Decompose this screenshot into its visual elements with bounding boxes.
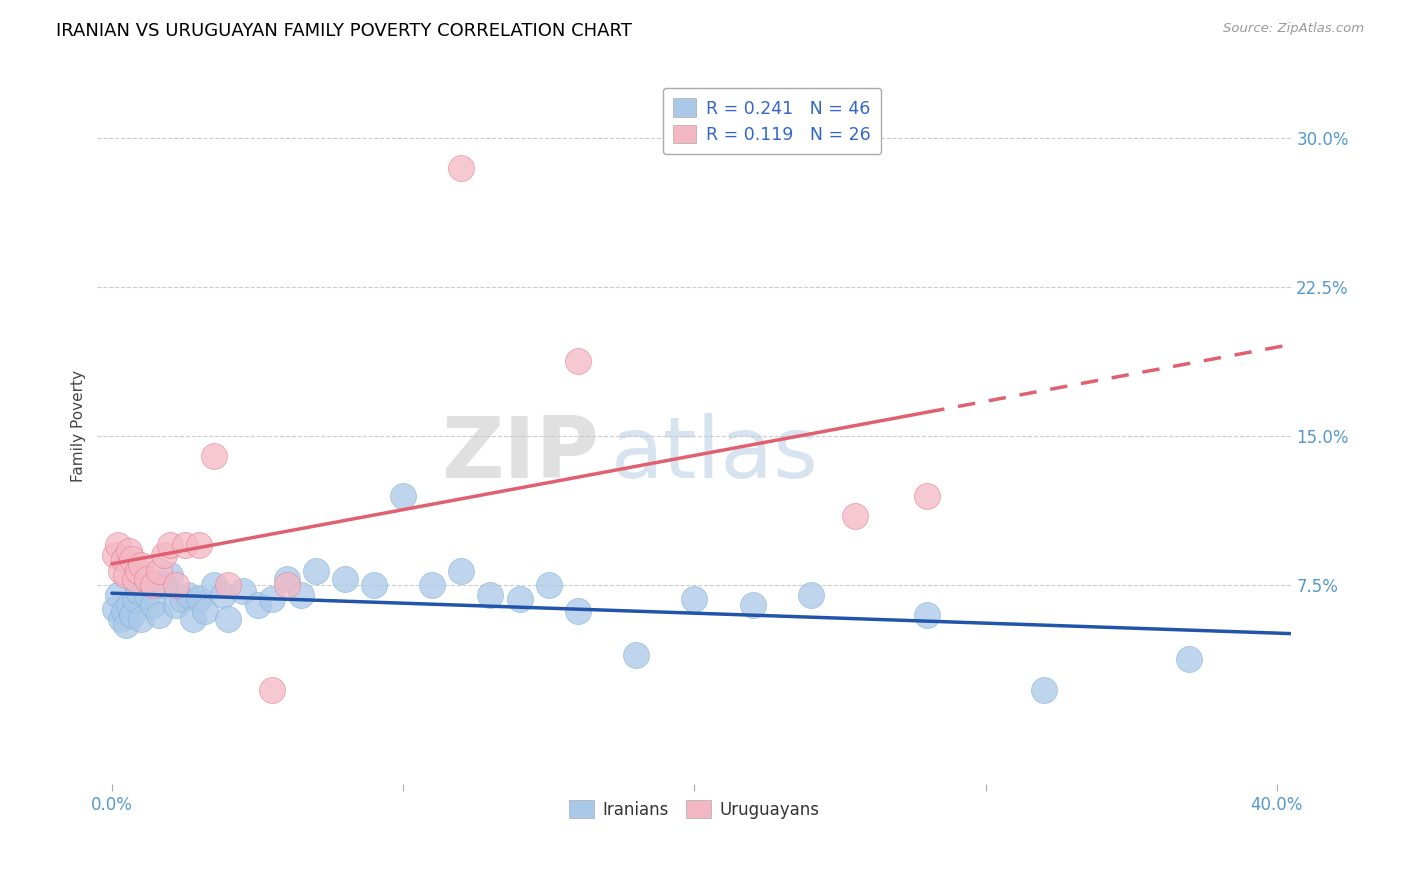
Point [844, 508, 866, 523]
Point [129, 612, 152, 626]
Point [217, 578, 239, 592]
Point [741, 598, 763, 612]
Point [188, 538, 211, 552]
Point [276, 572, 298, 586]
Point [683, 591, 706, 606]
Point [194, 604, 217, 618]
Point [246, 598, 269, 612]
Point [159, 538, 181, 552]
Point [1178, 651, 1201, 665]
Point [165, 578, 187, 592]
Text: ZIP: ZIP [441, 413, 599, 496]
Text: atlas: atlas [610, 413, 818, 496]
Point [135, 588, 157, 602]
Point [121, 607, 143, 622]
Point [305, 564, 328, 578]
Y-axis label: Family Poverty: Family Poverty [72, 370, 86, 483]
Point [290, 588, 312, 602]
Point [202, 449, 225, 463]
Point [420, 578, 443, 592]
Point [917, 607, 939, 622]
Point [211, 588, 233, 602]
Point [537, 578, 560, 592]
Point [124, 591, 146, 606]
Point [129, 558, 152, 573]
Point [142, 578, 165, 592]
Text: IRANIAN VS URUGUAYAN FAMILY POVERTY CORRELATION CHART: IRANIAN VS URUGUAYAN FAMILY POVERTY CORR… [56, 22, 633, 40]
Point [800, 588, 823, 602]
Point [567, 353, 589, 368]
Point [170, 591, 193, 606]
Point [363, 578, 385, 592]
Point [127, 584, 149, 599]
Point [392, 489, 415, 503]
Point [124, 572, 146, 586]
Point [148, 607, 170, 622]
Point [107, 588, 129, 602]
Point [188, 591, 211, 606]
Point [153, 548, 176, 562]
Point [104, 602, 127, 616]
Point [624, 648, 647, 662]
Point [112, 604, 135, 618]
Text: Source: ZipAtlas.com: Source: ZipAtlas.com [1223, 22, 1364, 36]
Point [110, 612, 132, 626]
Point [118, 598, 141, 612]
Point [118, 544, 141, 558]
Point [333, 572, 356, 586]
Point [262, 683, 284, 698]
Point [262, 591, 284, 606]
Point [135, 572, 157, 586]
Point [159, 568, 181, 582]
Point [148, 564, 170, 578]
Point [173, 538, 195, 552]
Point [115, 568, 138, 582]
Point [450, 564, 472, 578]
Point [153, 578, 176, 592]
Point [567, 604, 589, 618]
Point [176, 588, 198, 602]
Point [112, 552, 135, 566]
Point [110, 564, 132, 578]
Point [509, 591, 531, 606]
Point [232, 584, 254, 599]
Point [202, 578, 225, 592]
Point [183, 612, 205, 626]
Point [917, 489, 939, 503]
Point [1032, 683, 1054, 698]
Point [107, 538, 129, 552]
Point [450, 161, 472, 175]
Legend: Iranians, Uruguayans: Iranians, Uruguayans [562, 794, 825, 825]
Point [115, 617, 138, 632]
Point [121, 552, 143, 566]
Point [217, 612, 239, 626]
Point [165, 598, 187, 612]
Point [276, 578, 298, 592]
Point [104, 548, 127, 562]
Point [142, 598, 165, 612]
Point [479, 588, 502, 602]
Point [127, 564, 149, 578]
